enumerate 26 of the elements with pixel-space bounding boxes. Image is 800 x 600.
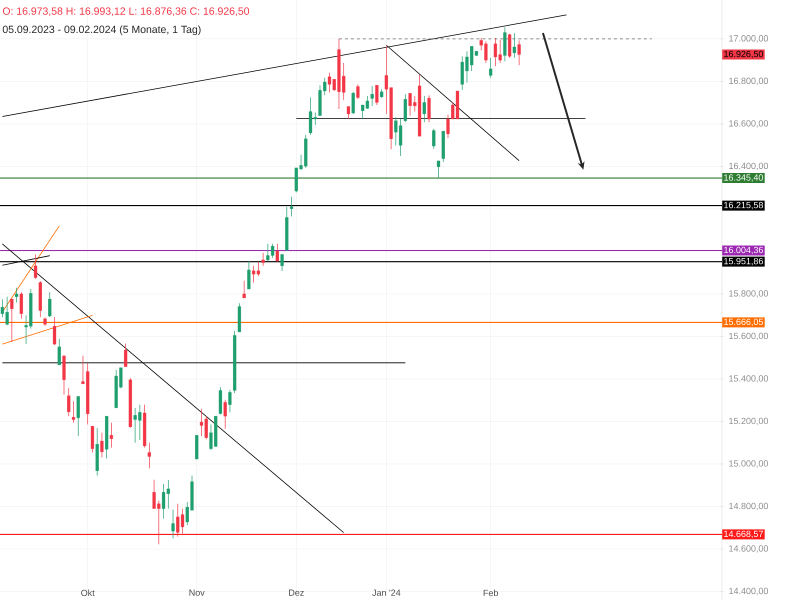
y-tick-label: 15.200,00 (729, 418, 768, 426)
ref-line-label: 14.668,57 (724, 530, 763, 538)
ref-line-label: 16.215,58 (724, 202, 763, 210)
y-tick-label: 15.600,00 (729, 332, 768, 340)
x-tick-label: Feb (484, 590, 498, 596)
y-tick-label: 14.600,00 (729, 545, 768, 553)
text: 16.926,50 (724, 50, 764, 58)
y-tick-label: 17.000,00 (729, 35, 768, 43)
ref-line-label: 15.666,05 (724, 318, 764, 326)
x-tick-label: Nov (190, 590, 205, 596)
text: 05.09.2023 - 09.02.2024 (5 Monate, 1 Tag) (2, 25, 201, 36)
x-tick-label: Okt (81, 590, 95, 596)
ref-line-label: 15.951,86 (724, 258, 763, 266)
y-tick-label: 16.600,00 (729, 120, 768, 128)
ref-line-label: 16.345,40 (724, 174, 764, 182)
y-tick-label: 15.800,00 (729, 290, 768, 298)
y-tick-label: 14.800,00 (729, 502, 768, 510)
y-tick-label: 16.800,00 (729, 78, 768, 86)
x-tick-label: Dez (289, 590, 304, 596)
x-tick-label: Jan '24 (372, 590, 400, 596)
y-tick-label: 14.400,00 (729, 588, 768, 596)
ref-line-label: 16.004,36 (724, 246, 763, 254)
y-tick-label: 15.400,00 (729, 375, 768, 383)
y-tick-label: 15.000,00 (729, 460, 768, 468)
y-tick-label: 16.400,00 (729, 162, 768, 170)
text: O: 16.973,58 H: 16.993,12 L: 16.876,36 C: 16.926,50 (2, 7, 250, 16)
